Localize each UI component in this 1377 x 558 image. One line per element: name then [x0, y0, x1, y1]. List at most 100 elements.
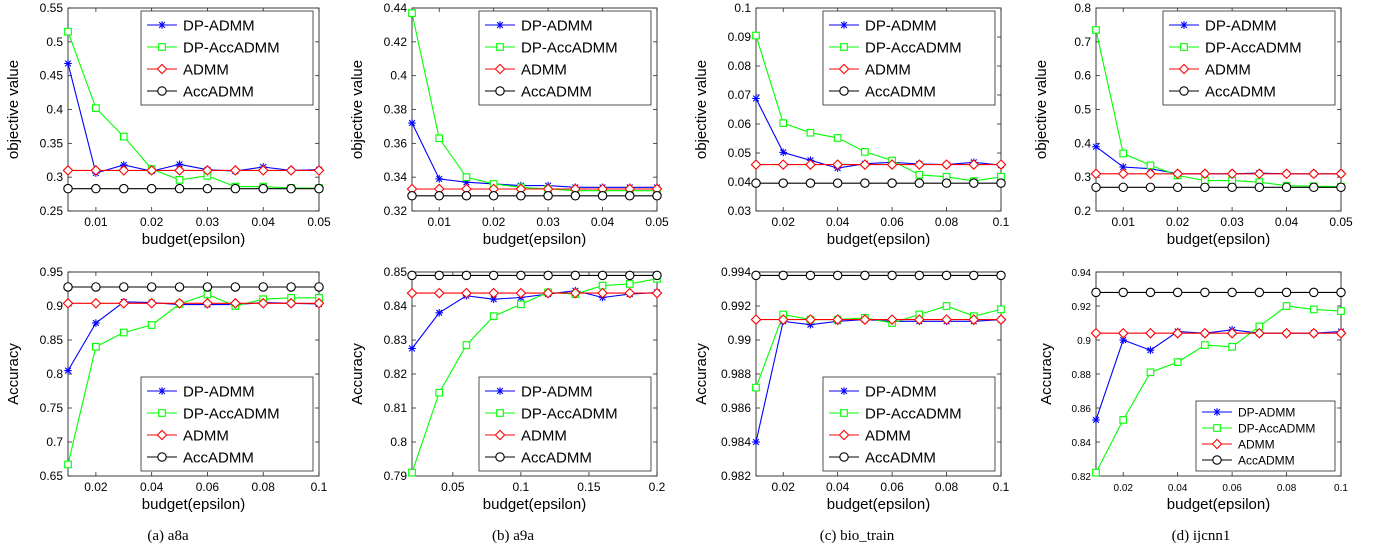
legend-item-accadmm: AccADMM — [1169, 83, 1276, 100]
data-point-dp-accadmm — [1119, 416, 1128, 424]
x-tick-label: 0.02 — [1113, 483, 1133, 494]
legend-marker — [1178, 63, 1190, 75]
data-point-accadmm — [258, 282, 268, 292]
x-tick-label: 0.2 — [649, 480, 666, 494]
data-point-admm — [1145, 327, 1156, 339]
series-accadmm — [407, 270, 662, 281]
data-point-accadmm — [174, 183, 185, 194]
y-tick-label: 0.38 — [384, 103, 408, 117]
data-point-dp-accadmm — [625, 280, 634, 288]
x-tick-label: 0.05 — [441, 480, 465, 494]
data-point-accadmm — [914, 178, 925, 188]
data-point-accadmm — [119, 183, 129, 194]
legend-item-dp-admm: DP-ADMM — [147, 383, 255, 400]
data-point-admm — [995, 314, 1007, 325]
legend-marker — [158, 387, 166, 395]
legend-item-admm: ADMM — [829, 427, 911, 444]
data-point-admm — [805, 159, 816, 170]
legend-item-dp-accadmm: DP-AccADMM — [147, 39, 280, 56]
data-point-accadmm — [314, 183, 324, 194]
x-tick-label: 0.02 — [772, 215, 796, 229]
x-tick-label: 0.08 — [1277, 483, 1297, 494]
legend-box — [1162, 10, 1336, 106]
legend-marker — [156, 429, 168, 441]
data-point-accadmm — [516, 270, 526, 281]
data-point-accadmm — [778, 270, 788, 281]
data-point-dp-admm — [64, 59, 72, 68]
y-tick-label: 0.03 — [728, 204, 752, 218]
legend-marker — [1213, 408, 1221, 416]
data-point-admm — [118, 165, 130, 176]
y-axis-label: Accuracy — [693, 343, 710, 405]
legend-marker — [1212, 455, 1222, 465]
data-point-accadmm — [434, 270, 444, 281]
data-point-admm — [624, 287, 636, 299]
series-admm — [1090, 168, 1347, 180]
x-tick-label: 0.02 — [482, 215, 506, 229]
chart-bio-train-accuracy: 0.02 0.04 0.06 0.08 0.1 0.982 0.984 0.986 0.988 0… — [693, 265, 1010, 513]
legend-marker — [157, 86, 167, 96]
data-point-accadmm — [461, 191, 472, 201]
data-point-accadmm — [1172, 287, 1183, 298]
x-tick-label: 0.01 — [1112, 215, 1136, 229]
legend: DP-ADMM DP-AccADMM ADMM AccADMM — [140, 376, 314, 472]
data-point-accadmm — [1254, 287, 1265, 298]
data-point-accadmm — [1254, 182, 1265, 193]
legend-item-admm: ADMM — [485, 61, 567, 78]
legend-item-dp-admm: DP-ADMM — [485, 383, 593, 400]
data-point-admm — [461, 287, 472, 299]
data-point-dp-admm — [408, 344, 416, 353]
x-tick-label: 0.04 — [591, 215, 615, 229]
data-point-accadmm — [488, 191, 499, 201]
legend-marker — [157, 452, 167, 462]
x-tick-label: 0.15 — [577, 480, 601, 494]
y-tick-label: 0.5 — [46, 35, 63, 49]
data-point-admm — [257, 297, 269, 309]
series-line-dp-accadmm — [67, 31, 319, 189]
legend-label: ADMM — [865, 61, 911, 78]
data-point-admm — [1199, 168, 1211, 180]
legend-item-dp-admm: DP-ADMM — [1202, 405, 1295, 419]
legend-item-dp-accadmm: DP-AccADMM — [829, 405, 962, 422]
data-point-accadmm — [202, 282, 213, 292]
data-point-admm — [1281, 327, 1292, 339]
chart-a8a-accuracy: 0.02 0.04 0.06 0.08 0.1 0.65 0.7 0.75 0.8 0.85 0.9… — [5, 265, 328, 513]
data-point-dp-admm — [64, 366, 72, 375]
legend-label: ADMM — [521, 427, 567, 444]
data-point-accadmm — [434, 191, 444, 201]
data-point-admm — [229, 297, 241, 309]
x-tick-label: 0.05 — [645, 215, 669, 229]
x-tick-label: 0.1 — [1334, 483, 1348, 494]
data-point-accadmm — [258, 183, 268, 194]
x-tick-label: 0.05 — [307, 215, 331, 229]
series-admm — [750, 314, 1007, 325]
x-axis-label: budget(epsilon) — [483, 231, 586, 248]
legend-marker — [1213, 424, 1221, 432]
legend-marker — [840, 21, 848, 29]
y-tick-label: 0.08 — [728, 59, 752, 73]
x-tick-label: 0.05 — [1329, 215, 1353, 229]
data-point-admm — [968, 159, 980, 170]
data-point-admm — [913, 314, 925, 325]
legend-marker — [496, 43, 504, 51]
x-tick-label: 0.06 — [196, 480, 220, 494]
data-point-accadmm — [914, 270, 925, 281]
data-point-dp-admm — [779, 148, 788, 157]
data-point-accadmm — [860, 270, 870, 281]
data-point-dp-accadmm — [408, 9, 416, 17]
data-point-accadmm — [286, 183, 296, 194]
y-tick-label: 0.8 — [1074, 1, 1091, 15]
legend: DP-ADMM DP-AccADMM ADMM AccADMM — [478, 10, 652, 106]
data-point-admm — [433, 287, 445, 299]
y-tick-label: 0.86 — [1072, 404, 1092, 415]
data-point-dp-accadmm — [517, 300, 525, 309]
series-admm — [406, 287, 663, 299]
y-axis-label: Accuracy — [5, 343, 22, 405]
data-point-admm — [1145, 168, 1156, 180]
legend-box — [478, 376, 652, 472]
y-tick-label: 0.982 — [721, 469, 751, 483]
data-point-accadmm — [407, 191, 417, 201]
y-axis-label: Accuracy — [1038, 343, 1055, 405]
x-tick-label: 0.02 — [772, 480, 796, 494]
data-point-admm — [174, 165, 185, 176]
